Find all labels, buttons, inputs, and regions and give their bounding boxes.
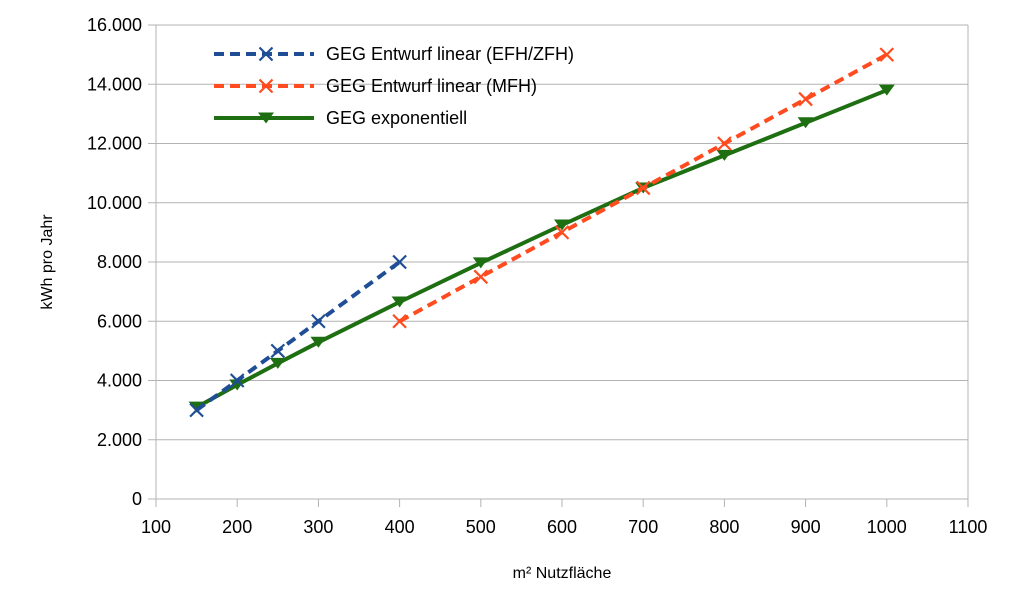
data-point-triangle-marker: [878, 84, 895, 96]
data-point-x-marker: [270, 343, 286, 359]
legend-label: GEG exponentiell: [326, 108, 467, 128]
data-point-triangle-marker: [258, 112, 274, 124]
data-point-triangle-marker: [229, 379, 246, 391]
data-point-x-marker: [798, 91, 813, 107]
data-point-x-marker: [879, 47, 895, 62]
legend: GEG Entwurf linear (EFH/ZFH) GEG Entwurf …: [214, 44, 574, 128]
data-point-triangle-marker: [472, 257, 489, 269]
y-tick-label: 0: [132, 489, 142, 509]
x-tick-label: 200: [222, 517, 252, 537]
series-line: [195, 260, 401, 412]
x-tick-label: 100: [141, 517, 171, 537]
axes: 0 2.000 4.000 6.000 8.000 10.000 12.000 14.000 1…: [87, 15, 987, 537]
data-point-triangle-marker: [554, 219, 570, 231]
y-tick-label: 8.000: [97, 252, 142, 272]
x-tick-label: 800: [709, 517, 739, 537]
series-2: [188, 84, 895, 413]
data-point-x-marker: [258, 46, 274, 62]
data-point-x-marker: [392, 313, 407, 329]
data-point-triangle-marker: [310, 336, 327, 348]
y-tick-label: 12.000: [87, 134, 142, 154]
y-tick-label: 10.000: [87, 193, 142, 213]
data-point-triangle-marker: [797, 117, 814, 129]
y-tick-label: 6.000: [97, 311, 142, 331]
data-point-x-marker: [189, 402, 204, 418]
series-line: [195, 88, 888, 409]
y-tick-label: 2.000: [97, 430, 142, 450]
series-1: [392, 47, 895, 329]
data-point-triangle-marker: [716, 149, 733, 161]
legend-item: GEG Entwurf linear (EFH/ZFH): [214, 44, 574, 64]
x-tick-label: 1000: [867, 517, 907, 537]
data-point-x-marker: [473, 269, 489, 285]
x-tick-label: 400: [385, 517, 415, 537]
data-point-x-marker: [554, 225, 570, 240]
data-point-triangle-marker: [391, 296, 408, 308]
legend-item: GEG exponentiell: [214, 108, 467, 128]
data-point-x-marker: [717, 136, 732, 151]
data-point-triangle-marker: [269, 357, 286, 369]
x-tick-label: 700: [628, 517, 658, 537]
x-tick-label: 500: [466, 517, 496, 537]
x-tick-label: 1100: [949, 517, 988, 537]
data-point-x-marker: [635, 180, 651, 196]
legend-item: GEG Entwurf linear (MFH): [214, 76, 537, 96]
x-tick-label: 600: [547, 517, 577, 537]
data-point-x-marker: [229, 373, 245, 388]
legend-label: GEG Entwurf linear (MFH): [326, 76, 537, 96]
x-tick-label: 300: [303, 517, 333, 537]
y-tick-label: 16.000: [87, 15, 142, 35]
data-point-x-marker: [392, 254, 407, 270]
series-layer: [188, 47, 895, 418]
gridlines: [156, 24, 968, 441]
y-axis-title: kWh pro Jahr: [39, 214, 56, 310]
legend-label: GEG Entwurf linear (EFH/ZFH): [326, 44, 574, 64]
x-axis-title: m² Nutzfläche: [513, 565, 612, 582]
y-tick-label: 4.000: [97, 371, 142, 391]
x-tick-label: 900: [791, 517, 821, 537]
data-point-x-marker: [311, 313, 326, 329]
series-0: [189, 254, 407, 418]
data-point-x-marker: [258, 78, 274, 94]
y-tick-label: 14.000: [87, 74, 142, 94]
data-point-triangle-marker: [188, 401, 205, 413]
